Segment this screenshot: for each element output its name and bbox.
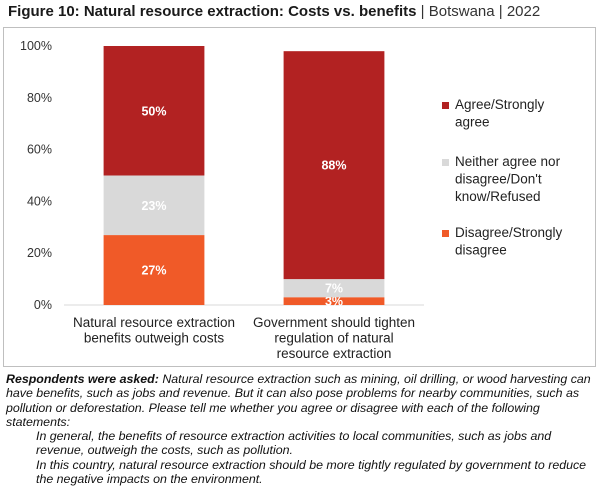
- legend-label: disagree: [455, 243, 507, 258]
- bar-segment: [283, 51, 385, 280]
- legend-swatch: [442, 159, 449, 166]
- title-separator: |: [420, 3, 425, 20]
- legend-label: Disagree/Strongly: [455, 225, 563, 240]
- legend-swatch: [442, 102, 449, 109]
- legend-label: Agree/Strongly: [455, 97, 545, 112]
- y-tick-label: 20%: [27, 246, 52, 260]
- legend-swatch: [442, 230, 449, 237]
- y-tick-label: 40%: [27, 194, 52, 208]
- data-label: 23%: [141, 199, 166, 213]
- data-label: 3%: [325, 295, 343, 309]
- legend-label: agree: [455, 115, 490, 130]
- category-label: regulation of natural: [274, 331, 393, 346]
- category-label: Natural resource extraction: [73, 315, 235, 330]
- data-label: 7%: [325, 282, 343, 296]
- question-body: Natural resource extraction such as mini…: [6, 372, 591, 429]
- legend-label: disagree/Don't: [455, 172, 542, 187]
- data-label: 50%: [141, 104, 166, 118]
- bar-segment: [283, 297, 385, 305]
- title-country: Botswana: [428, 3, 495, 20]
- title-separator-2: |: [498, 3, 503, 20]
- question-text: Respondents were asked: Natural resource…: [6, 372, 594, 429]
- chart-frame: 0% 20% 40% 60% 80% 100% 27% 23% 50% Natural resou…: [3, 27, 596, 367]
- data-label: 27%: [141, 264, 166, 278]
- bar-segment: [103, 46, 205, 176]
- y-tick-label: 0%: [34, 298, 52, 312]
- legend-label: know/Refused: [455, 189, 541, 204]
- category-label: resource extraction: [277, 346, 392, 361]
- y-tick-label: 80%: [27, 91, 52, 105]
- bar-segment: [103, 175, 205, 236]
- statement-2: In this country, natural resource extrac…: [36, 457, 587, 487]
- data-label: 88%: [321, 159, 346, 173]
- y-tick-label: 60%: [27, 143, 52, 157]
- legend-label: Neither agree nor: [455, 154, 561, 169]
- figure-title-main: Figure 10: Natural resource extraction: …: [8, 3, 417, 20]
- category-label: benefits outweigh costs: [84, 331, 225, 346]
- stacked-bar-chart: 0% 20% 40% 60% 80% 100% 27% 23% 50% Natural resou…: [20, 39, 563, 361]
- y-tick-label: 100%: [20, 39, 52, 53]
- bar-segment: [283, 279, 385, 298]
- figure-title: Figure 10: Natural resource extraction: …: [8, 3, 540, 20]
- title-year: 2022: [506, 3, 541, 20]
- question-lead: Respondents were asked:: [6, 372, 159, 386]
- category-label: Government should tighten: [253, 315, 415, 330]
- statement-1: In general, the benefits of resource ext…: [36, 429, 552, 458]
- survey-notes: Respondents were asked: Natural resource…: [6, 372, 594, 486]
- bar-segment: [103, 235, 205, 305]
